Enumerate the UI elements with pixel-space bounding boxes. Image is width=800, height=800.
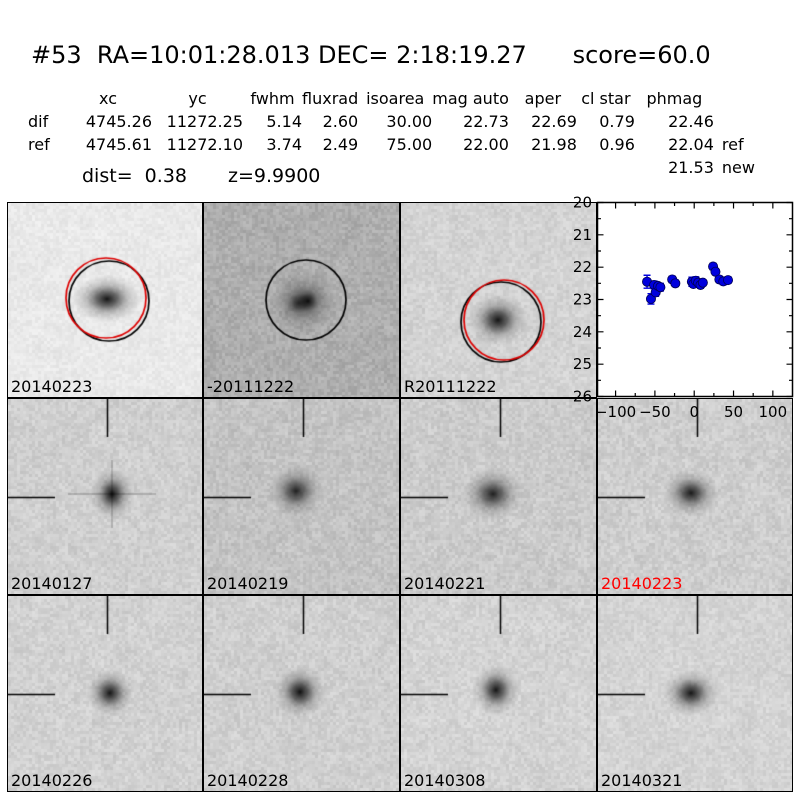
cutout-date-label: 20140228 <box>207 771 289 790</box>
cutout-image <box>204 596 399 791</box>
cutout-image <box>8 399 202 594</box>
table-row: 21.53 new <box>28 156 772 179</box>
cutout-date-label: 20140308 <box>404 771 486 790</box>
table-cell: 5.14 <box>266 112 302 131</box>
redshift-value: z=9.9900 <box>228 165 321 187</box>
table-cell <box>714 110 772 133</box>
table-cell: 11272.10 <box>166 135 243 154</box>
table-cell <box>28 156 64 179</box>
table-col-header: xc <box>99 89 117 108</box>
table-cell: 3.74 <box>266 135 302 154</box>
table-cell <box>358 156 432 179</box>
lightcurve-panel <box>597 202 793 397</box>
cutout-image <box>8 596 202 791</box>
table-col-header: phmag <box>646 89 703 108</box>
cutout-date-label: 20140127 <box>11 574 93 593</box>
cutout-date-label: -20111222 <box>207 377 295 396</box>
cutout-panel: 20140228 <box>203 595 400 792</box>
table-cell: dif <box>28 112 49 131</box>
table-cell: 75.00 <box>386 135 433 154</box>
table-cell: 22.69 <box>531 112 577 131</box>
table-cell: 0.79 <box>599 112 635 131</box>
cutout-image <box>401 203 596 397</box>
table-cell: 30.00 <box>386 112 433 131</box>
cutout-date-label: 20140223 <box>11 377 93 396</box>
cutout-panel: R20111222 <box>400 202 597 398</box>
table-cell <box>577 156 635 179</box>
table-cell: new <box>721 158 755 177</box>
cutout-image <box>204 203 399 397</box>
cutout-date-label: 20140321 <box>601 771 683 790</box>
table-cell: 21.98 <box>531 135 577 154</box>
table-cell <box>432 156 509 179</box>
table-cell: 22.46 <box>668 112 714 131</box>
table-col-header: fwhm <box>250 89 295 108</box>
cutout-date-label: 20140219 <box>207 574 289 593</box>
cutout-date-label: 20140221 <box>404 574 486 593</box>
cutout-image <box>598 596 792 791</box>
table-col-header <box>28 87 64 110</box>
table-col-header: fluxrad <box>302 89 359 108</box>
table-cell: 0.96 <box>599 135 635 154</box>
page-title: #53 RA=10:01:28.013 DEC= 2:18:19.27 scor… <box>31 41 711 69</box>
cutout-panel: 20140219 <box>203 398 400 595</box>
table-cell: ref <box>721 135 744 154</box>
table-col-header: aper <box>524 89 562 108</box>
table-header-row: xc yc fwhm fluxrad isoarea mag auto aper cl sta… <box>28 87 772 110</box>
table-cell: 22.00 <box>463 135 509 154</box>
table-cell <box>509 156 577 179</box>
cutout-panel: -20111222 <box>203 202 400 398</box>
table-cell: ref <box>28 135 50 154</box>
cutout-panel: 20140226 <box>7 595 203 792</box>
cutout-image <box>401 596 596 791</box>
cutout-date-label: 20140223 <box>601 574 683 593</box>
table-cell: 21.53 <box>668 158 714 177</box>
cutout-panel: 20140308 <box>400 595 597 792</box>
table-cell: 2.49 <box>322 135 359 154</box>
table-cell: 4745.26 <box>85 112 152 131</box>
cutout-panel: 20140223 <box>7 202 203 398</box>
cutout-image <box>598 399 792 594</box>
table-cell: 2.60 <box>322 112 359 131</box>
cutout-panel: 20140321 <box>597 595 793 792</box>
table-col-header: yc <box>188 89 207 108</box>
table-row: ref 4745.61 11272.10 3.74 2.49 75.00 22.00 21.9… <box>28 133 772 156</box>
cutout-panel: 20140223 <box>597 398 793 595</box>
table-col-header: mag auto <box>432 89 509 108</box>
table-col-header <box>714 87 772 110</box>
table-cell: 22.73 <box>463 112 509 131</box>
table-cell: 11272.25 <box>166 112 243 131</box>
photometry-table: xc yc fwhm fluxrad isoarea mag auto aper cl sta… <box>28 87 772 179</box>
cutout-panel: 20140221 <box>400 398 597 595</box>
cutout-date-label: 20140226 <box>11 771 93 790</box>
table-col-header: isoarea <box>366 89 425 108</box>
table-row: dif 4745.26 11272.25 5.14 2.60 30.00 22.73 22.6… <box>28 110 772 133</box>
table-col-header: cl star <box>581 89 631 108</box>
dist-value: dist= 0.38 <box>82 165 187 187</box>
cutout-panel: 20140127 <box>7 398 203 595</box>
cutout-image <box>401 399 596 594</box>
table-cell: 4745.61 <box>85 135 152 154</box>
cutout-image <box>8 203 202 397</box>
cutout-date-label: R20111222 <box>404 377 497 396</box>
cutout-image <box>204 399 399 594</box>
table-cell: 22.04 <box>668 135 714 154</box>
